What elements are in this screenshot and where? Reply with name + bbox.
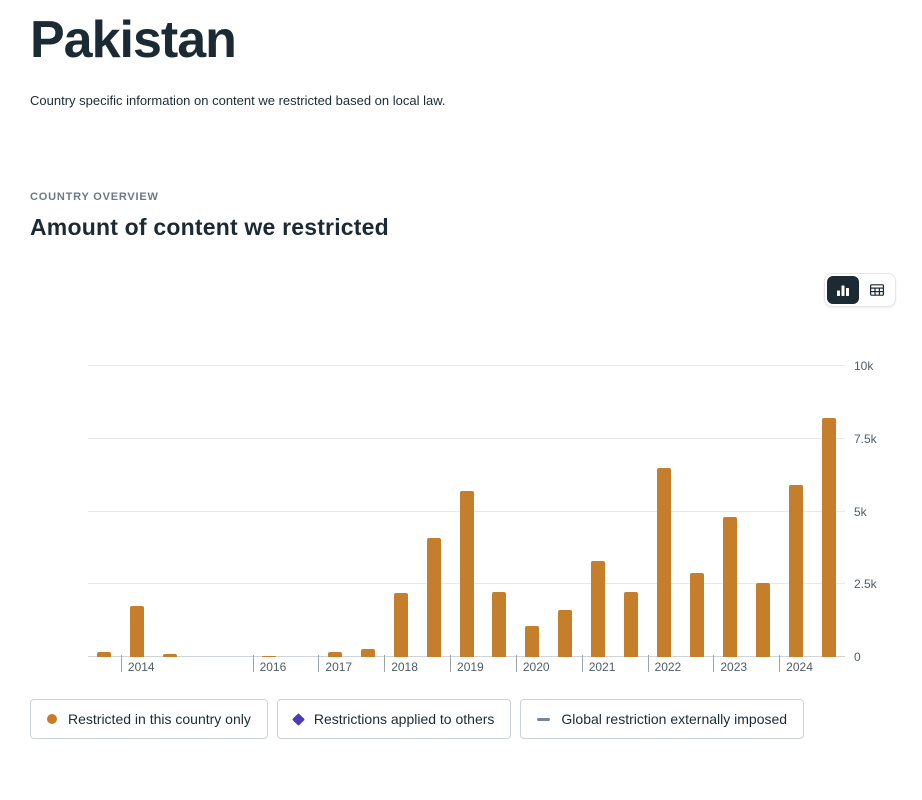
x-axis-label: 2022 [654, 660, 682, 674]
x-axis-tick [647, 655, 649, 672]
chart-legend: Restricted in this country only Restricti… [30, 699, 805, 739]
circle-marker-icon [47, 714, 57, 724]
x-axis-tick [581, 655, 583, 672]
bar-20[interactable] [755, 582, 770, 657]
legend-item-2[interactable]: Global restriction externally imposed [520, 699, 805, 739]
table-icon [870, 284, 885, 296]
x-axis-tick [384, 655, 386, 672]
x-axis-label: 2014 [127, 660, 155, 674]
y-axis-label: 7.5k [854, 431, 877, 446]
bar-9[interactable] [393, 592, 408, 657]
x-axis-label: 2021 [588, 660, 616, 674]
x-axis-tick [713, 655, 715, 672]
x-axis-tick [450, 655, 452, 672]
x-axis-tick [515, 655, 517, 672]
gridline [88, 437, 845, 439]
y-axis-label: 10k [854, 359, 874, 373]
bar-5[interactable] [262, 655, 277, 657]
x-axis-label: 2024 [786, 660, 813, 674]
x-axis-tick [120, 655, 122, 672]
bar-0[interactable] [97, 652, 112, 657]
bar-22[interactable] [821, 418, 836, 657]
x-axis-label: 2023 [720, 660, 748, 674]
bar-8[interactable] [360, 648, 375, 657]
x-axis-label: 2020 [522, 660, 550, 674]
bar-7[interactable] [327, 652, 342, 657]
bar-chart-icon [837, 285, 849, 296]
table-view-button[interactable] [861, 276, 893, 304]
page-title: Pakistan [30, 11, 237, 69]
bar-12[interactable] [492, 591, 507, 657]
bar-14[interactable] [558, 610, 573, 657]
diamond-marker-icon [291, 712, 305, 726]
bar-10[interactable] [426, 537, 441, 657]
bar-1[interactable] [130, 605, 145, 657]
legend-item-1[interactable]: Restrictions applied to others [276, 699, 512, 739]
x-axis-tick [252, 655, 254, 672]
bar-19[interactable] [722, 517, 737, 657]
bar-2[interactable] [163, 654, 178, 657]
bar-chart-plot: 0 2.5k 5k 7.5k 10k [88, 359, 877, 664]
page-subtitle: Country specific information on content … [30, 93, 446, 108]
bar-17[interactable] [656, 467, 671, 657]
chart-view-button[interactable] [827, 276, 859, 304]
bar-15[interactable] [591, 560, 606, 657]
legend-item-0[interactable]: Restricted in this country only [30, 699, 268, 739]
x-axis-tick [779, 655, 781, 672]
view-toggle [824, 273, 896, 307]
section-title: Amount of content we restricted [30, 214, 389, 240]
x-axis-tick [318, 655, 320, 672]
x-axis-label: 2016 [259, 660, 287, 674]
legend-label: Global restriction externally imposed [561, 711, 788, 727]
y-axis-label: 0 [854, 650, 861, 664]
y-axis-label: 5k [854, 504, 867, 519]
dash-marker-icon [537, 717, 551, 721]
gridline [88, 365, 845, 366]
x-axis-label: 2019 [457, 660, 484, 674]
y-axis-label: 2.5k [854, 577, 877, 592]
x-axis-label: 2017 [325, 660, 353, 674]
section-label: COUNTRY OVERVIEW [30, 191, 159, 203]
bar-16[interactable] [624, 591, 639, 657]
bar-11[interactable] [459, 491, 474, 657]
legend-label: Restrictions applied to others [313, 711, 495, 727]
legend-label: Restricted in this country only [68, 711, 251, 727]
bar-13[interactable] [525, 626, 540, 657]
x-axis: 2014 2016 2017 2018 2019 2020 2021 2022 2023 2024 [88, 655, 845, 683]
x-axis-label: 2018 [391, 660, 418, 674]
bar-18[interactable] [689, 572, 704, 657]
bar-21[interactable] [788, 485, 803, 657]
